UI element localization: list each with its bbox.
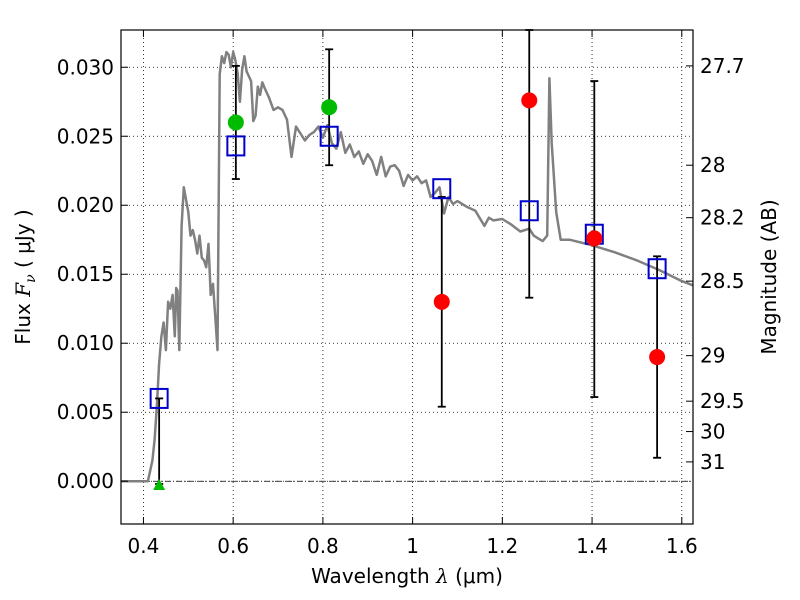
x-tick-label: 1.6 bbox=[666, 534, 698, 558]
y2-tick-label: 28.5 bbox=[700, 269, 745, 293]
x-tick-label: 1.4 bbox=[576, 534, 608, 558]
x-tick-label: 1.2 bbox=[486, 534, 518, 558]
y2-tick-label: 29.5 bbox=[700, 389, 745, 413]
upper-limit-marker bbox=[153, 478, 166, 490]
y2-axis-label: Magnitude (AB) bbox=[757, 199, 781, 354]
plot-area bbox=[121, 29, 694, 490]
y2-tick-label: 29 bbox=[700, 344, 725, 368]
x-tick-label: 0.4 bbox=[128, 534, 160, 558]
model-photometry-square bbox=[432, 178, 452, 200]
x-tick-label: 1 bbox=[406, 534, 419, 558]
y2-tick-label: 28 bbox=[700, 153, 725, 177]
x-tick-label: 0.8 bbox=[307, 534, 339, 558]
detection-point bbox=[321, 99, 338, 116]
y-tick-label: 0.015 bbox=[57, 262, 114, 286]
non-detection-point bbox=[649, 349, 666, 366]
tick-labels: 0.4 0.6 0.8 1 1.2 1.4 1.6 0.000 0.005 0.010 0.015 0… bbox=[57, 54, 745, 558]
y-tick-label: 0.030 bbox=[57, 55, 114, 79]
grid-lines bbox=[121, 30, 693, 524]
model-photometry-square bbox=[319, 125, 339, 147]
sed-model-line bbox=[121, 50, 694, 483]
model-photometry-square bbox=[647, 258, 667, 280]
y-tick-label: 0.025 bbox=[57, 124, 114, 148]
x-axis-label: Wavelength λ (μm) bbox=[311, 564, 503, 588]
non-detection-point bbox=[521, 92, 538, 109]
model-photometry-square bbox=[519, 200, 539, 222]
detection-point bbox=[227, 114, 244, 131]
y-tick-label: 0.020 bbox=[57, 193, 114, 217]
axes-frame bbox=[120, 29, 694, 525]
y2-tick-label: 30 bbox=[700, 420, 725, 444]
non-detection-point bbox=[433, 293, 450, 310]
x-tick-label: 0.6 bbox=[217, 534, 249, 558]
y2-tick-label: 27.7 bbox=[700, 54, 745, 78]
y2-tick-label: 28.2 bbox=[700, 206, 745, 230]
tick-marks bbox=[121, 30, 693, 524]
model-photometry-square bbox=[149, 387, 169, 409]
non-detection-point bbox=[586, 230, 603, 247]
y2-tick-label: 31 bbox=[700, 450, 725, 474]
model-photometry-square bbox=[226, 135, 246, 157]
y-tick-label: 0.005 bbox=[57, 400, 114, 424]
y-tick-label: 0.010 bbox=[57, 331, 114, 355]
y-tick-label: 0.000 bbox=[57, 469, 114, 493]
y-axis-label: Flux Fν ( μJy ) bbox=[11, 209, 39, 344]
